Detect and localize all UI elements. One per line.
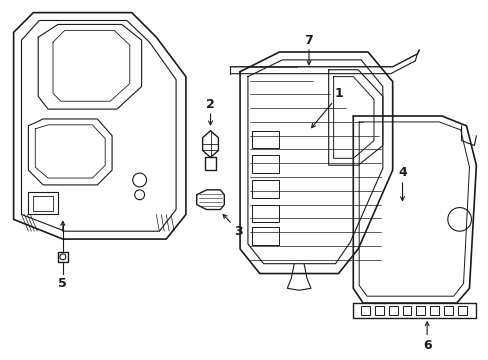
- Bar: [457, 306, 466, 315]
- Bar: [251, 131, 279, 148]
- Bar: [388, 306, 397, 315]
- Text: 2: 2: [206, 98, 214, 111]
- Text: 6: 6: [422, 339, 430, 352]
- Bar: [415, 306, 424, 315]
- Bar: [251, 204, 279, 222]
- Text: 7: 7: [304, 34, 313, 47]
- Bar: [402, 306, 410, 315]
- Bar: [429, 306, 438, 315]
- Bar: [251, 180, 279, 198]
- Text: 4: 4: [397, 166, 406, 179]
- Bar: [361, 306, 369, 315]
- Bar: [374, 306, 383, 315]
- Text: 5: 5: [59, 277, 67, 290]
- Text: 3: 3: [233, 225, 242, 238]
- Bar: [443, 306, 452, 315]
- Text: 1: 1: [333, 87, 342, 100]
- Bar: [251, 156, 279, 173]
- Bar: [251, 227, 279, 245]
